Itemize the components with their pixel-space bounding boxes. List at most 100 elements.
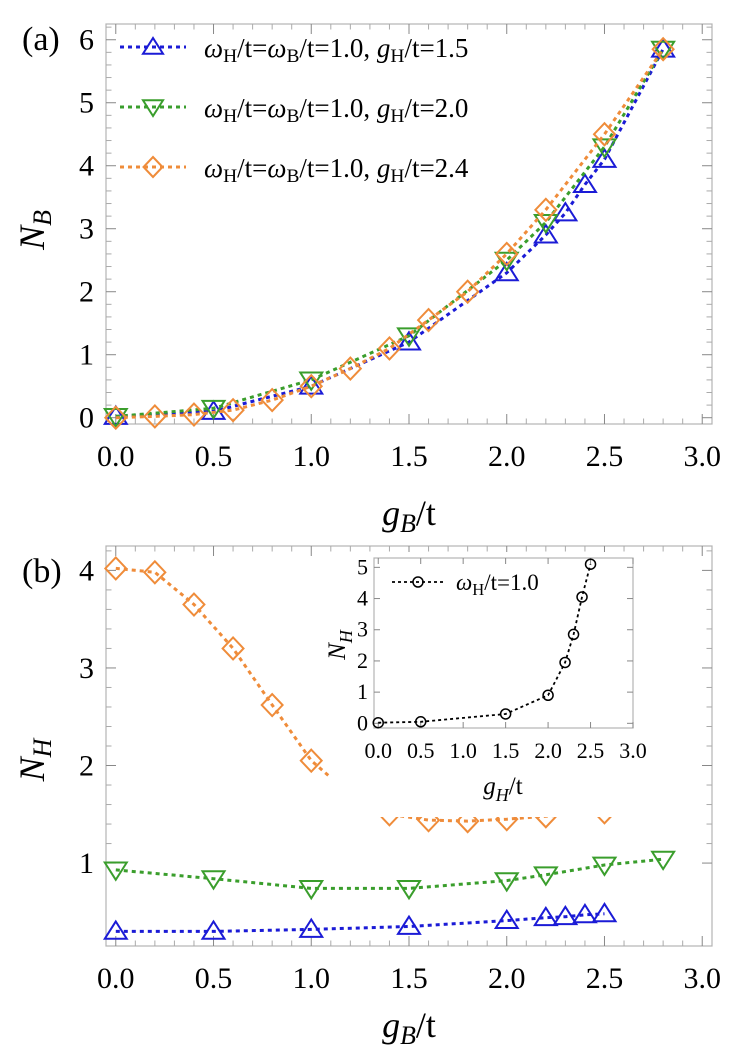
legend-label: ωH/t=1.0 bbox=[456, 570, 539, 599]
legend-label-part: ω bbox=[267, 33, 286, 63]
panel-label-b: (b) bbox=[22, 553, 62, 590]
plot-frame bbox=[105, 23, 713, 425]
data-point bbox=[533, 905, 559, 927]
data-point bbox=[200, 919, 227, 940]
inset-background bbox=[330, 552, 690, 817]
data-point bbox=[591, 138, 618, 159]
legend-marker bbox=[412, 576, 424, 588]
inset-legend: ωH/t=1.0 bbox=[392, 570, 539, 599]
legend-label: ωH/t=ωB/t=1.0, gH/t=1.5 bbox=[204, 33, 468, 67]
data-point bbox=[377, 335, 402, 361]
legend-label-part: /t=1.0, bbox=[299, 153, 376, 183]
x-tick-label: 1.5 bbox=[390, 962, 428, 995]
data-point bbox=[182, 402, 206, 428]
series-blue bbox=[102, 37, 676, 425]
data-point bbox=[200, 870, 227, 891]
axis-label-sub: H bbox=[28, 737, 57, 758]
legend-marker bbox=[142, 155, 164, 179]
axis-label-sub: H bbox=[336, 629, 356, 644]
x-tick-label: 2.0 bbox=[488, 962, 526, 995]
axis-label-main: N bbox=[12, 224, 52, 251]
data-point bbox=[591, 856, 618, 877]
data-point bbox=[221, 635, 245, 661]
series-line bbox=[115, 48, 665, 420]
axis-label-main: N bbox=[12, 755, 52, 782]
y-tick-label: 5 bbox=[357, 554, 368, 579]
legend-label-part: /t=1.0, bbox=[299, 93, 376, 123]
x-tick-label: 2.5 bbox=[577, 738, 605, 763]
y-tick-label: 1 bbox=[79, 339, 94, 372]
data-point bbox=[102, 404, 129, 425]
legend-label-part: H bbox=[390, 166, 404, 187]
data-point bbox=[650, 37, 676, 58]
data-point bbox=[299, 373, 324, 399]
data-point bbox=[416, 307, 441, 333]
x-tick-label: 1.0 bbox=[293, 962, 331, 995]
legend-label-part: g bbox=[377, 33, 391, 63]
x-tick-label: 0.5 bbox=[407, 738, 435, 763]
y-tick-label: 0 bbox=[357, 710, 368, 735]
x-tick-label: 3.0 bbox=[683, 962, 721, 995]
data-point bbox=[396, 880, 422, 901]
axis-label-main: g bbox=[382, 493, 400, 533]
legend-label-part: /t= bbox=[237, 93, 267, 123]
legend-label-part: B bbox=[286, 46, 299, 67]
data-point bbox=[298, 880, 325, 901]
y-tick-label: 3 bbox=[357, 617, 368, 642]
data-point bbox=[534, 197, 558, 223]
series-orange bbox=[103, 36, 675, 431]
axis-label-main: N bbox=[324, 642, 351, 661]
x-tick-label: 2.5 bbox=[586, 962, 624, 995]
data-point bbox=[572, 172, 598, 194]
y-tick-label: 2 bbox=[357, 648, 368, 673]
legend-label-part: /t=2.0 bbox=[404, 93, 468, 123]
legend-label-part: /t=1.0, bbox=[299, 33, 376, 63]
legend: ωH/t=ωB/t=1.0, gH/t=1.5ωH/t=ωB/t=1.0, gH… bbox=[120, 33, 469, 187]
x-tick-label: 3.0 bbox=[619, 738, 647, 763]
series-black bbox=[372, 558, 597, 729]
axis-label-sub: B bbox=[28, 210, 57, 226]
x-tick-label: 2.0 bbox=[488, 440, 526, 473]
data-point bbox=[576, 591, 588, 603]
data-point bbox=[455, 279, 480, 305]
data-point bbox=[414, 716, 427, 728]
data-point bbox=[592, 121, 617, 147]
x-tick-label: 1.0 bbox=[449, 738, 477, 763]
legend-label-part: H bbox=[223, 46, 237, 67]
legend-label: ωH/t=ωB/t=1.0, gH/t=2.4 bbox=[204, 153, 469, 187]
data-point bbox=[567, 628, 580, 641]
panel-a: 0.0 0.5 1.0 1.5 2.0 2.5 3.00123456(a)gB/tNBωH/… bbox=[12, 21, 721, 538]
data-point bbox=[396, 914, 422, 935]
x-tick-label: 1.5 bbox=[390, 440, 428, 473]
y-tick-label: 6 bbox=[79, 24, 94, 57]
data-point bbox=[493, 908, 520, 930]
data-point bbox=[533, 223, 559, 244]
legend-label-part: g bbox=[377, 153, 391, 183]
data-point bbox=[533, 214, 559, 235]
data-point bbox=[559, 656, 571, 669]
data-point bbox=[260, 387, 284, 413]
series-line bbox=[115, 48, 665, 418]
data-point bbox=[493, 261, 520, 282]
legend-label-part: H bbox=[390, 106, 404, 127]
axis-label-sub: B bbox=[400, 1021, 416, 1050]
data-point bbox=[338, 356, 363, 382]
y-tick-label: 2 bbox=[79, 276, 94, 309]
series-blue bbox=[102, 902, 618, 940]
legend-label-part: ω bbox=[456, 570, 472, 595]
legend-label-part: g bbox=[377, 93, 391, 123]
legend-label-part: H bbox=[390, 46, 404, 67]
data-point bbox=[182, 592, 206, 617]
series-line bbox=[115, 857, 664, 890]
y-tick-label: 4 bbox=[357, 586, 368, 611]
y-tick-label: 1 bbox=[357, 679, 368, 704]
data-point bbox=[572, 903, 598, 924]
data-point bbox=[396, 330, 422, 351]
data-point bbox=[650, 850, 676, 871]
panel-label-a: (a) bbox=[22, 21, 60, 58]
y-axis-label: NB bbox=[12, 210, 57, 251]
data-point bbox=[143, 559, 167, 585]
axis-label-sub: H bbox=[495, 785, 510, 805]
x-tick-label: 0.5 bbox=[195, 440, 233, 473]
data-point bbox=[299, 748, 324, 774]
